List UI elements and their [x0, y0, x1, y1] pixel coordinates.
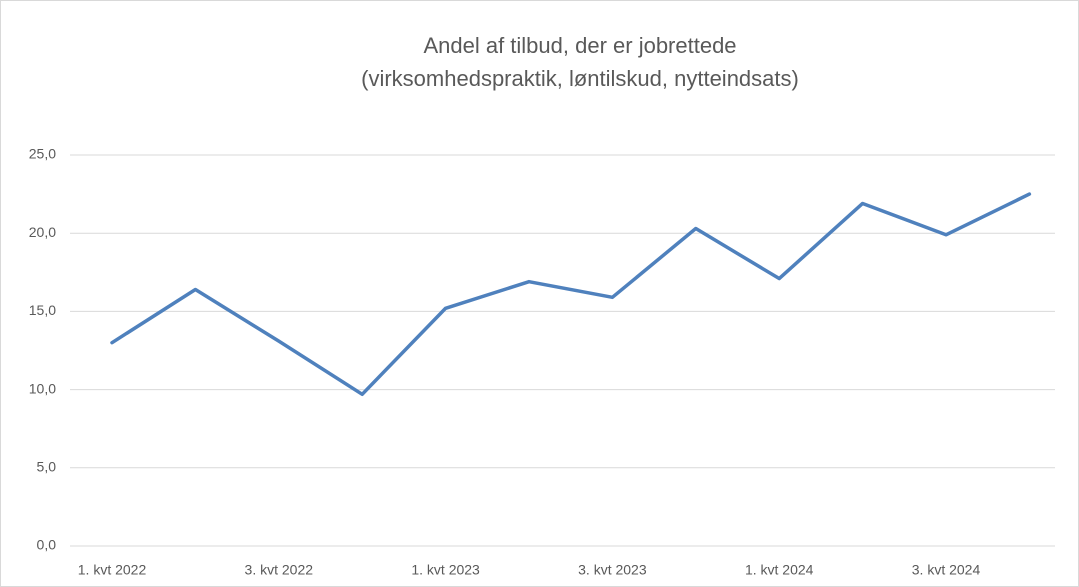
- x-tick-label: 3. kvt 2023: [578, 562, 647, 578]
- y-tick-label: 15,0: [29, 302, 56, 318]
- y-tick-label: 10,0: [29, 380, 56, 396]
- x-tick-label: 3. kvt 2022: [245, 562, 314, 578]
- y-tick-label: 5,0: [37, 459, 57, 475]
- x-tick-label: 1. kvt 2022: [78, 562, 147, 578]
- y-tick-label: 25,0: [29, 146, 56, 162]
- y-tick-label: 0,0: [37, 537, 57, 553]
- chart-subtitle: (virksomhedspraktik, løntilskud, nyttein…: [361, 66, 799, 91]
- x-tick-label: 1. kvt 2023: [411, 562, 480, 578]
- line-series: [110, 192, 1032, 397]
- y-tick-label: 20,0: [29, 224, 56, 240]
- x-tick-label: 3. kvt 2024: [912, 562, 981, 578]
- chart-title: Andel af tilbud, der er jobrettede: [423, 33, 736, 58]
- x-tick-label: 1. kvt 2024: [745, 562, 814, 578]
